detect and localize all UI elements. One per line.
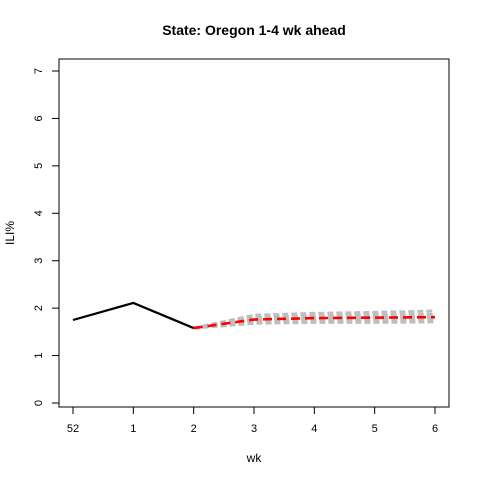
x-tick-label: 2 [191, 423, 197, 435]
chart-title: State: Oregon 1-4 wk ahead [162, 22, 346, 38]
forecast-layer [193, 315, 436, 330]
x-axis: 52 1 2 3 4 5 6 [67, 407, 438, 435]
ensemble-series-line [193, 309, 436, 330]
x-tick-label: 6 [432, 423, 438, 435]
y-tick-label: 3 [33, 258, 45, 264]
y-axis-label: ILI% [3, 221, 17, 245]
y-tick-label: 7 [33, 68, 45, 74]
x-tick-label: 1 [130, 423, 136, 435]
y-tick-label: 1 [33, 353, 45, 359]
x-axis-label: wk [246, 451, 263, 465]
y-axis: 0 1 2 3 4 5 6 7 [33, 68, 59, 406]
observed-series-line [72, 301, 195, 330]
y-tick-label: 4 [33, 210, 45, 216]
x-tick-label: 5 [372, 423, 378, 435]
x-tick-label: 52 [67, 423, 79, 435]
x-tick-label: 4 [311, 423, 317, 435]
x-tick-label: 3 [251, 423, 257, 435]
y-tick-label: 0 [33, 400, 45, 406]
y-tick-label: 2 [33, 305, 45, 311]
ensemble-layer [193, 309, 436, 330]
forecast-series-line [193, 315, 436, 330]
y-tick-label: 5 [33, 163, 45, 169]
ensemble-series-line [193, 312, 436, 330]
y-tick-label: 6 [33, 115, 45, 121]
observed-layer [72, 301, 195, 330]
plot-frame [58, 58, 450, 408]
